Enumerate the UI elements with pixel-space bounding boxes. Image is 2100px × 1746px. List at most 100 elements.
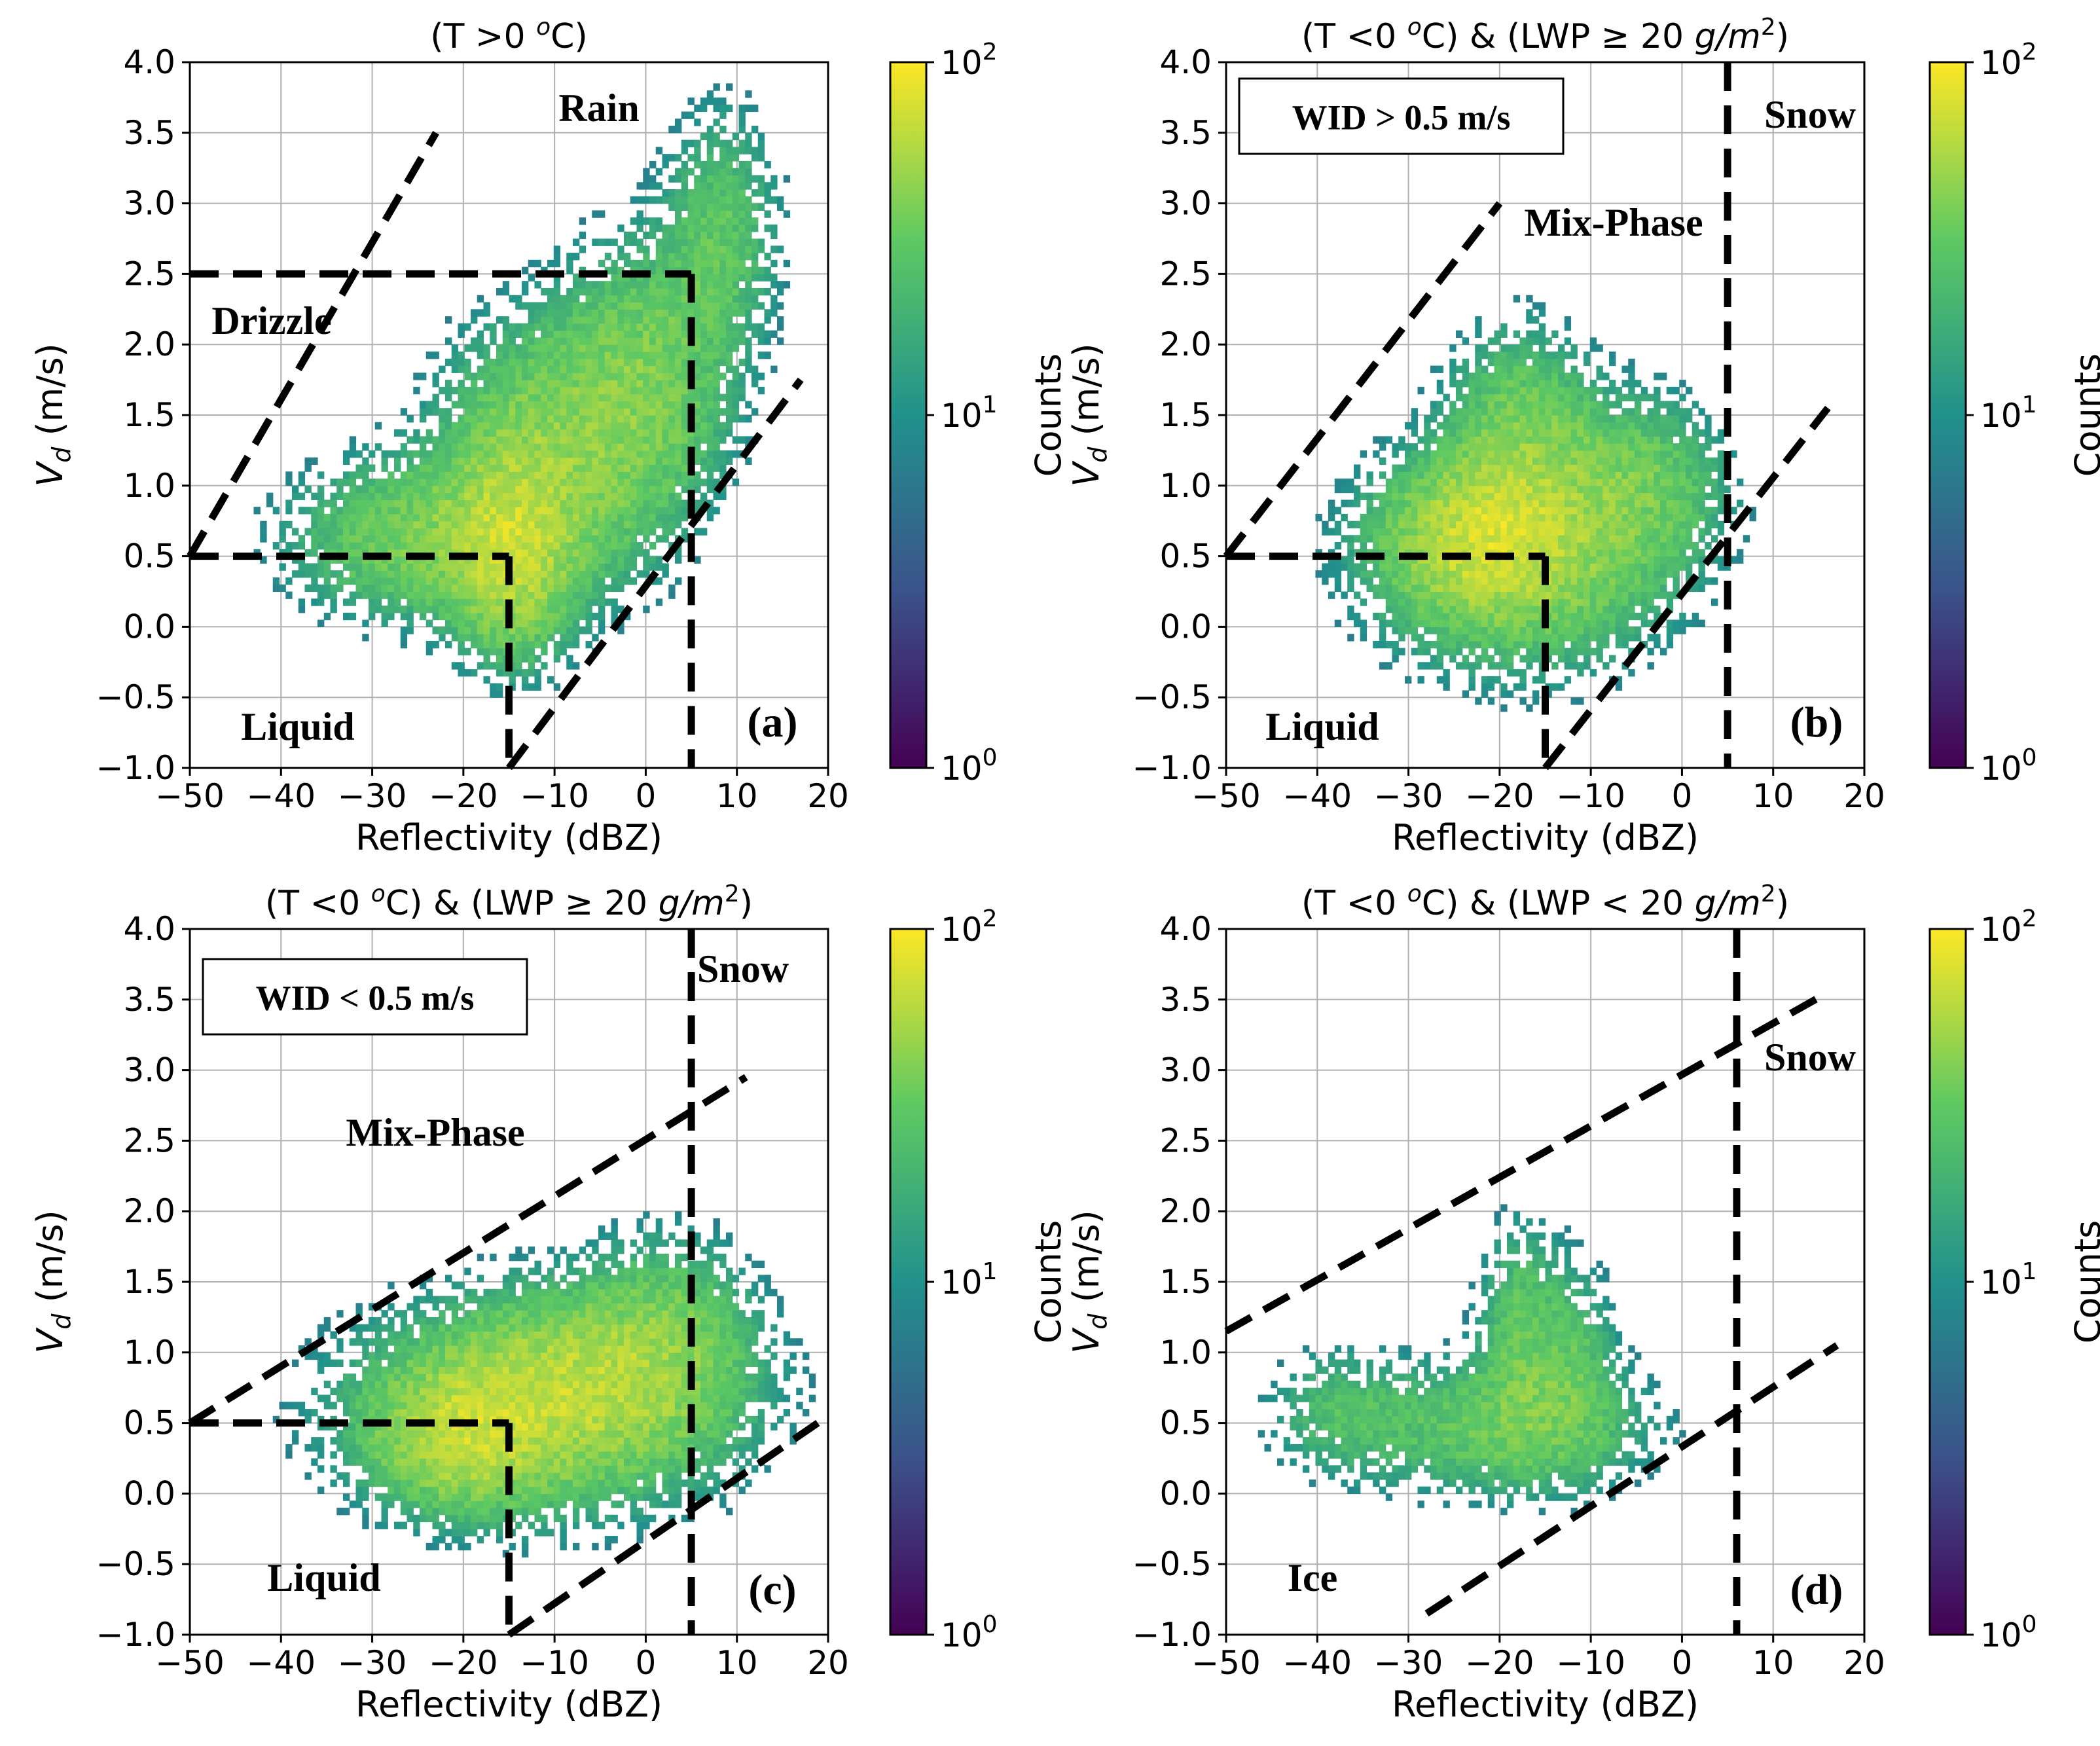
heatmap-cell: [1519, 627, 1527, 634]
boundary-line: [506, 377, 804, 771]
heatmap-cell: [471, 507, 478, 515]
heatmap-cell: [1545, 337, 1552, 345]
heatmap-cell: [1602, 535, 1610, 543]
heatmap-cell: [726, 295, 733, 303]
heatmap-cell: [604, 443, 612, 451]
heatmap-cell: [394, 479, 401, 486]
heatmap-cell: [649, 500, 657, 507]
heatmap-cell: [1635, 535, 1642, 543]
heatmap-cell: [534, 450, 541, 458]
heatmap-cell: [420, 542, 427, 550]
heatmap-cell: [643, 528, 650, 536]
heatmap-cell: [1456, 528, 1463, 536]
heatmap-cell: [668, 330, 676, 338]
heatmap-cell: [1468, 500, 1475, 507]
heatmap-cell: [490, 429, 497, 437]
heatmap-cell: [420, 471, 427, 479]
heatmap-cell: [471, 464, 478, 472]
heatmap-cell: [362, 485, 369, 494]
heatmap-cell: [1538, 422, 1546, 430]
heatmap-cell: [1589, 344, 1597, 352]
heatmap-cell: [425, 542, 433, 550]
heatmap-cell: [706, 513, 714, 522]
heatmap-cell: [1647, 513, 1654, 522]
heatmap-cell: [1635, 520, 1642, 529]
heatmap-cell: [1475, 351, 1482, 359]
heatmap-cell: [1481, 479, 1489, 486]
heatmap-cell: [553, 606, 561, 613]
heatmap-cell: [1385, 436, 1393, 444]
heatmap-cell: [547, 520, 554, 529]
heatmap-cell: [1647, 422, 1654, 430]
heatmap-cell: [1558, 479, 1565, 486]
heatmap-cell: [394, 513, 401, 522]
heatmap-cell: [1430, 627, 1438, 634]
heatmap-cell: [343, 528, 350, 536]
heatmap-cell: [323, 556, 331, 564]
heatmap-cell: [579, 492, 587, 500]
heatmap-cell: [343, 520, 350, 529]
heatmap-cell: [1615, 591, 1623, 599]
heatmap-cell: [643, 415, 650, 423]
heatmap-cell: [1621, 485, 1629, 494]
heatmap-cell: [1500, 393, 1508, 402]
heatmap-cell: [362, 577, 369, 585]
heatmap-cell: [502, 485, 510, 494]
heatmap-cell: [1475, 316, 1482, 324]
heatmap-cell: [706, 132, 714, 141]
heatmap-cell: [611, 393, 618, 402]
heatmap-cell: [624, 259, 631, 268]
heatmap-cell: [592, 330, 599, 338]
heatmap-cell: [560, 471, 567, 479]
heatmap-cell: [458, 380, 465, 388]
heatmap-cell: [413, 485, 420, 494]
heatmap-cell: [304, 584, 312, 592]
heatmap-cell: [1532, 415, 1540, 423]
heatmap-cell: [643, 330, 650, 338]
heatmap-cell: [624, 393, 631, 402]
heatmap-cell: [573, 415, 580, 423]
heatmap-cell: [643, 513, 650, 522]
heatmap-cell: [407, 479, 414, 486]
heatmap-cell: [502, 457, 510, 465]
heatmap-cell: [464, 393, 471, 402]
heatmap-cell: [1635, 457, 1642, 465]
heatmap-cell: [687, 344, 695, 352]
heatmap-cell: [573, 287, 580, 296]
heatmap-cell: [719, 196, 727, 204]
heatmap-cell: [458, 513, 465, 522]
heatmap-cell: [1373, 640, 1380, 649]
heatmap-cell: [496, 619, 503, 627]
heatmap-cell: [1647, 647, 1654, 656]
heatmap-cell: [604, 373, 612, 380]
heatmap-cell: [483, 619, 490, 627]
heatmap-cell: [604, 464, 612, 472]
heatmap-cell: [1398, 535, 1405, 543]
heatmap-cell: [1602, 450, 1610, 458]
heatmap-cell: [585, 598, 592, 606]
heatmap-cell: [547, 634, 554, 642]
heatmap-cell: [738, 224, 746, 232]
heatmap-cell: [566, 492, 573, 500]
heatmap-cell: [509, 513, 516, 522]
heatmap-cell: [451, 598, 459, 606]
heatmap-cell: [547, 513, 554, 522]
heatmap-cell: [425, 457, 433, 465]
heatmap-cell: [509, 443, 516, 451]
heatmap-cell: [1385, 563, 1393, 571]
heatmap-cell: [1564, 513, 1572, 522]
heatmap-cell: [477, 464, 484, 472]
heatmap-cell: [687, 139, 695, 147]
heatmap-cell: [560, 295, 567, 303]
heatmap-cell: [515, 436, 522, 444]
heatmap-cell: [451, 422, 459, 430]
heatmap-cell: [617, 358, 625, 367]
heatmap-cell: [675, 253, 682, 261]
heatmap-cell: [547, 485, 554, 494]
heatmap-cell: [1538, 393, 1546, 402]
heatmap-cell: [541, 513, 548, 522]
heatmap-cell: [1551, 640, 1559, 649]
heatmap-cell: [1456, 422, 1463, 430]
heatmap-cell: [445, 619, 452, 627]
heatmap-cell: [566, 655, 573, 663]
